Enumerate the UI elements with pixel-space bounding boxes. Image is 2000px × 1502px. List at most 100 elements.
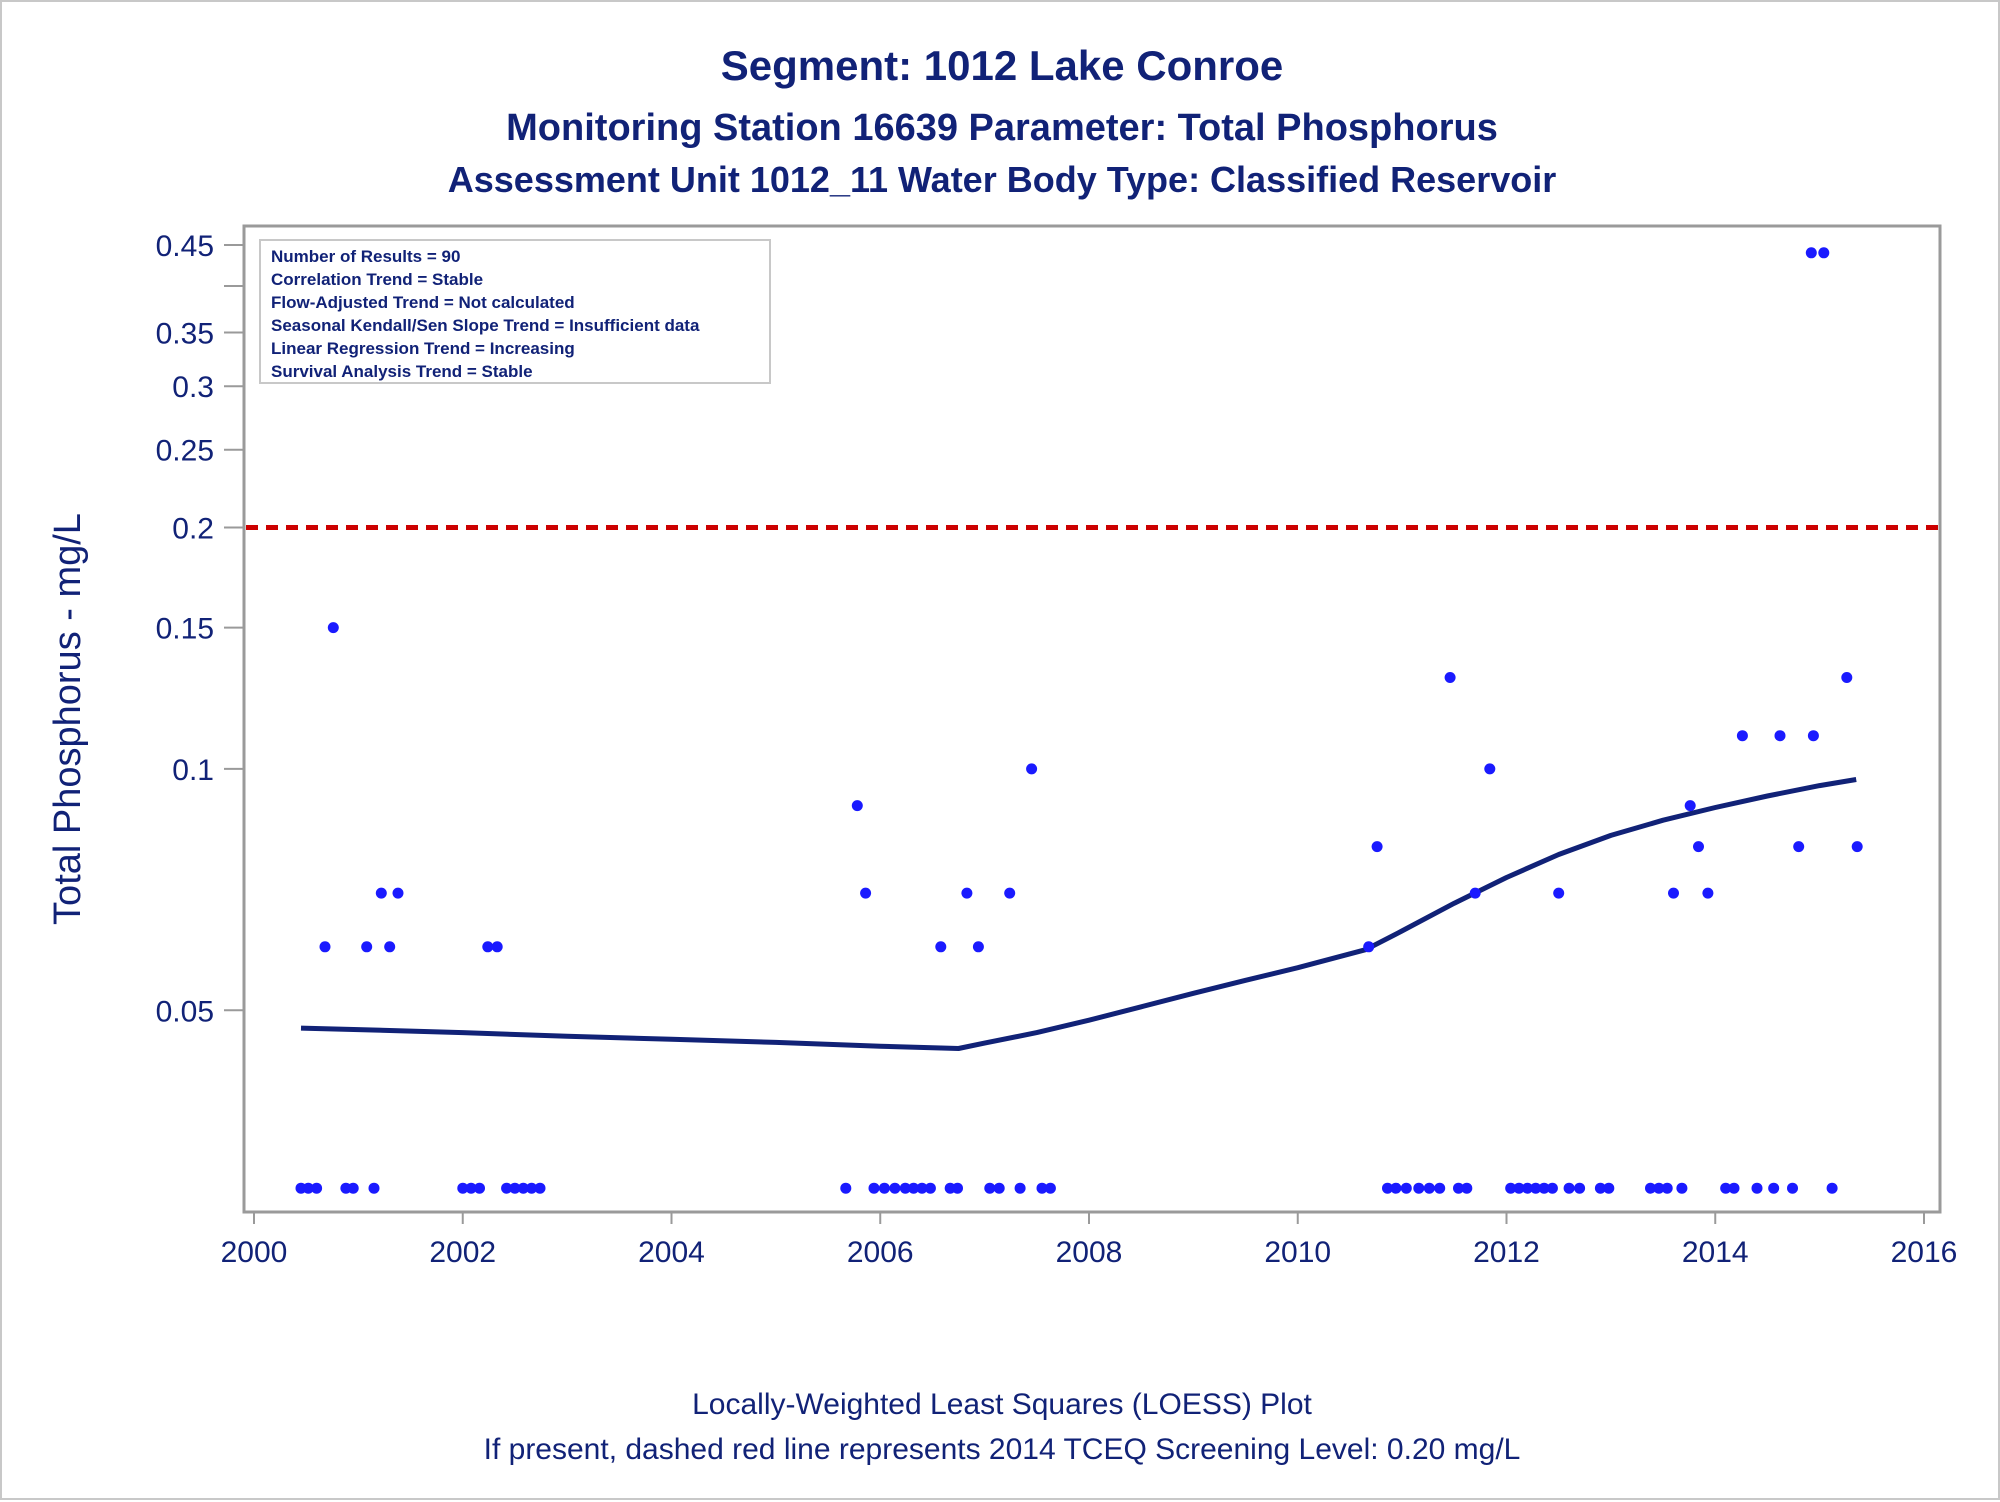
data-point (889, 1182, 901, 1194)
data-point (1603, 1182, 1615, 1194)
x-tick-label: 2000 (221, 1236, 288, 1269)
data-point (501, 1182, 513, 1194)
data-point (1736, 730, 1748, 742)
x-tick-label: 2016 (1891, 1236, 1958, 1269)
data-point (368, 1182, 380, 1194)
chart-subtitle-station: Monitoring Station 16639 Parameter: Tota… (506, 107, 1498, 149)
data-point (1793, 841, 1805, 853)
loess-line (300, 777, 1857, 1051)
data-point (899, 1182, 911, 1194)
data-point (1702, 887, 1714, 899)
data-point (1751, 1182, 1763, 1194)
data-point (1774, 730, 1786, 742)
data-point (1026, 763, 1038, 775)
stats-line-survival: Survival Analysis Trend = Stable (271, 362, 533, 381)
data-point (924, 1182, 936, 1194)
data-point (465, 1182, 477, 1194)
data-point (509, 1182, 521, 1194)
data-point (1004, 887, 1016, 899)
data-point (1530, 1182, 1542, 1194)
data-point (1444, 672, 1456, 683)
data-point (1841, 672, 1853, 683)
data-point (851, 800, 863, 812)
data-points (295, 247, 1863, 1194)
y-tick-label: 0.1 (172, 754, 214, 787)
data-point (916, 1182, 928, 1194)
data-point (1594, 1182, 1606, 1194)
data-point (1563, 1182, 1575, 1194)
stats-line-flow-adjusted: Flow-Adjusted Trend = Not calculated (271, 293, 575, 312)
data-point (491, 941, 503, 953)
data-point (878, 1182, 890, 1194)
data-point (1036, 1182, 1048, 1194)
data-point (526, 1182, 538, 1194)
data-point (1505, 1182, 1517, 1194)
data-point (1768, 1182, 1780, 1194)
data-point (482, 941, 494, 953)
data-point (1400, 1182, 1412, 1194)
data-point (1720, 1182, 1732, 1194)
data-point (1661, 1182, 1673, 1194)
data-point (311, 1182, 323, 1194)
data-point (1684, 800, 1696, 812)
footer-screening-note: If present, dashed red line represents 2… (484, 1433, 1521, 1466)
data-point (1653, 1182, 1665, 1194)
x-tick-label: 2008 (1056, 1236, 1123, 1269)
data-point (1645, 1182, 1656, 1194)
x-tick-label: 2012 (1473, 1236, 1540, 1269)
data-point (1413, 1182, 1425, 1194)
data-point (1469, 887, 1481, 899)
data-point (952, 1182, 963, 1194)
y-axis: 0.05 0.1 0.15 0.2 0.25 0.3 0.35 0.45 (156, 230, 244, 1028)
data-point (1014, 1182, 1026, 1194)
chart-subtitle-assessment: Assessment Unit 1012_11 Water Body Type:… (448, 159, 1556, 200)
data-point (1826, 1182, 1838, 1194)
loess-curve (300, 777, 1857, 1051)
data-point (1363, 941, 1375, 953)
stats-line-results: Number of Results = 90 (271, 247, 460, 266)
x-axis: 2000 2002 2004 2006 2008 2010 2012 2014 2016 (221, 1211, 1958, 1269)
data-point (1693, 841, 1704, 853)
data-point (860, 887, 872, 899)
data-point (392, 887, 404, 899)
x-tick-label: 2006 (847, 1236, 914, 1269)
data-point (1851, 841, 1863, 853)
data-point (474, 1182, 485, 1194)
data-point (361, 941, 373, 953)
data-point (319, 941, 331, 953)
data-point (972, 941, 984, 953)
y-tick-label: 0.35 (156, 318, 214, 351)
trend-stats-box: Number of Results = 90 Correlation Trend… (259, 239, 771, 384)
x-tick-label: 2014 (1682, 1236, 1749, 1269)
data-point (1513, 1182, 1525, 1194)
data-point (1676, 1182, 1688, 1194)
data-point (1453, 1182, 1464, 1194)
x-tick-label: 2010 (1264, 1236, 1331, 1269)
chart-title: Segment: 1012 Lake Conroe (721, 42, 1284, 89)
data-point (1546, 1182, 1558, 1194)
stats-line-correlation: Correlation Trend = Stable (271, 270, 483, 289)
data-point (1390, 1182, 1402, 1194)
data-point (961, 887, 973, 899)
y-axis-label: Total Phosphorus - mg/L (47, 513, 89, 925)
y-tick-label: 0.25 (156, 435, 214, 468)
y-tick-label: 0.45 (156, 230, 214, 263)
data-point (1484, 763, 1496, 775)
stats-box-frame (259, 239, 771, 384)
data-point (1818, 247, 1830, 259)
data-point (1574, 1182, 1586, 1194)
x-tick-label: 2002 (429, 1236, 496, 1269)
y-tick-label: 0.3 (172, 371, 214, 404)
data-point (868, 1182, 880, 1194)
footer-loess-note: Locally-Weighted Least Squares (LOESS) P… (692, 1388, 1312, 1421)
stats-line-linear-regression: Linear Regression Trend = Increasing (271, 339, 575, 358)
y-tick-label: 0.05 (156, 995, 214, 1028)
x-tick-label: 2004 (638, 1236, 705, 1269)
data-point (993, 1182, 1005, 1194)
data-point (1423, 1182, 1435, 1194)
data-point (840, 1182, 852, 1194)
data-point (327, 622, 339, 634)
data-point (1044, 1182, 1056, 1194)
data-point (534, 1182, 546, 1194)
